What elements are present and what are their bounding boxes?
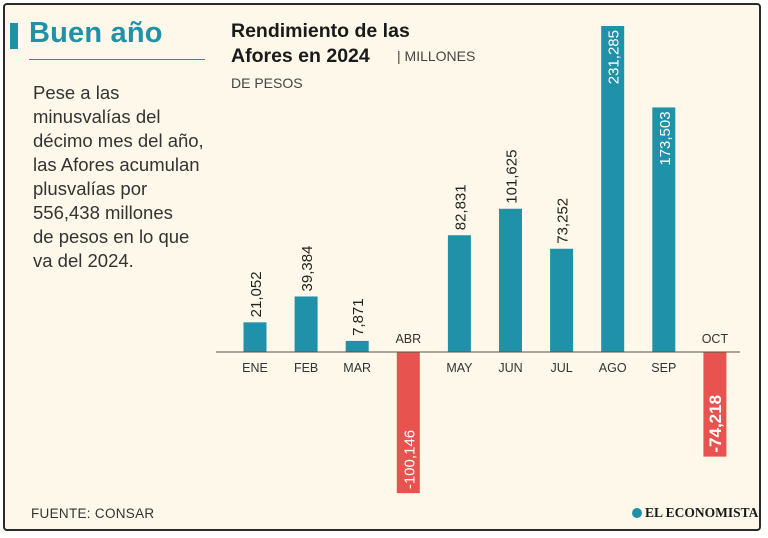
brand-name: EL ECONOMISTA	[645, 505, 759, 520]
category-label-jul: JUL	[550, 361, 572, 375]
headline-divider	[29, 59, 205, 60]
category-label-oct: OCT	[702, 332, 729, 346]
value-label-ene: 21,052	[248, 271, 265, 317]
category-label-ago: AGO	[599, 361, 627, 375]
bar-chart: ENE 21,052 FEB 39,384 MAR 7,871 ABR -100,146 MAY…	[216, 26, 740, 494]
bar-oct	[703, 352, 727, 457]
el-economista-logo-icon	[632, 508, 642, 518]
headline: Buen año	[29, 17, 163, 49]
bar-jul	[550, 248, 574, 352]
source-note: FUENTE: CONSAR	[31, 506, 155, 521]
bar-mar	[345, 340, 369, 352]
bar-may	[447, 235, 471, 352]
value-label-oct: -74,218	[706, 395, 725, 453]
category-label-jun: JUN	[498, 361, 522, 375]
value-label-ago: 231,285	[606, 30, 623, 84]
bar-sep	[652, 107, 676, 353]
accent-bar	[10, 23, 18, 49]
bar-abr	[396, 352, 420, 494]
brand-logo: EL ECONOMISTA	[632, 505, 758, 521]
category-label-ene: ENE	[242, 361, 268, 375]
value-label-feb: 39,384	[299, 246, 316, 292]
chart-unit-label-2: DE PESOS	[231, 75, 303, 91]
value-label-mar: 7,871	[350, 298, 367, 336]
category-label-sep: SEP	[651, 361, 676, 375]
category-label-mar: MAR	[343, 361, 371, 375]
bar-ene	[243, 322, 267, 352]
category-label-feb: FEB	[294, 361, 318, 375]
value-label-sep: 173,503	[657, 111, 674, 165]
chart-title: Rendimiento de las Afores en 2024	[231, 20, 410, 67]
chart-unit-label: | MILLONES	[397, 48, 476, 64]
category-label-may: MAY	[446, 361, 473, 375]
infographic-card: Buen año Pese a las minusvalías del déci…	[3, 3, 761, 531]
value-label-may: 82,831	[452, 184, 469, 230]
value-label-abr: -100,146	[401, 430, 418, 489]
category-label-abr: ABR	[395, 332, 421, 346]
bar-feb	[294, 296, 318, 352]
value-label-jul: 73,252	[555, 198, 572, 244]
summary-text: Pese a las minusvalías del décimo mes de…	[33, 82, 204, 271]
bar-jun	[499, 208, 522, 352]
bar-ago	[601, 26, 625, 352]
value-label-jun: 101,625	[504, 150, 521, 204]
